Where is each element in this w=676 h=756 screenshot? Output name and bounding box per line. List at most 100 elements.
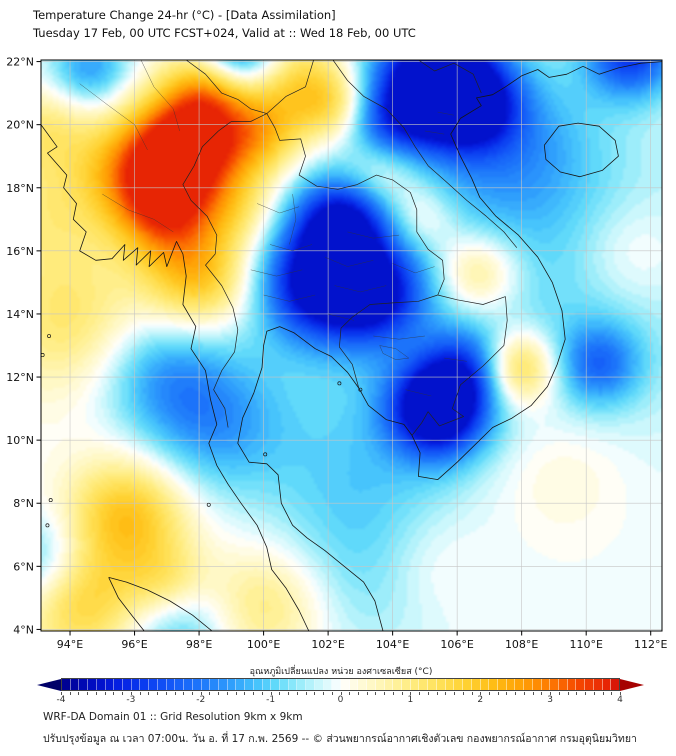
lon-tick-label: 94°E [57,638,83,651]
lat-tick-label: 4°N [13,623,34,636]
colorbar-segment [585,679,594,690]
colorbar-minor-tick [567,692,569,695]
lon-tick-label: 100°E [247,638,280,651]
colorbar-minor-tick [78,692,80,695]
colorbar-minor-tick [357,692,359,695]
colorbar-segment [131,679,141,690]
colorbar-segment [358,679,368,690]
colorbar-segment [524,679,533,690]
colorbar-minor-tick [323,692,325,695]
colorbar-segment [541,679,551,690]
colorbar-segment [532,679,542,690]
colorbar-segment [201,679,211,690]
lon-tick-label: 102°E [311,638,344,651]
colorbar-segment [393,679,403,690]
lat-tick-label: 20°N [6,119,34,132]
colorbar-minor-tick [279,692,281,695]
colorbar-minor-tick [226,692,228,695]
colorbar-minor-tick [550,692,552,695]
colorbar-minor-tick [95,692,97,695]
colorbar-segment [384,679,394,690]
colorbar-minor-tick [209,692,211,695]
colorbar-segment [114,679,124,690]
lat-tick-label: 14°N [6,308,34,321]
colorbar-minor-tick [585,692,587,695]
colorbar-minor-tick [305,692,307,695]
colorbar-ticks [61,692,621,696]
colorbar-segment [471,679,481,690]
colorbar-segment [96,679,106,690]
lon-tick-label: 104°E [376,638,409,651]
colorbar-minor-tick [349,692,351,695]
colorbar-minor-tick [253,692,255,695]
colorbar-segment [314,679,324,690]
colorbar-minor-tick [576,692,578,695]
colorbar-segment [489,679,498,690]
colorbar-segment [253,679,263,690]
colorbar-minor-tick [611,692,613,695]
colorbar-minor-tick [69,692,71,695]
colorbar-segment [279,679,289,690]
colorbar-segment [550,679,559,690]
colorbar-segment [192,679,202,690]
colorbar-minor-tick [157,692,159,695]
colorbar-segment [515,679,525,690]
colorbar-minor-tick [122,692,124,695]
colorbar-minor-tick [261,692,263,695]
colorbar-segment [567,679,577,690]
colorbar-segment [428,679,437,690]
lon-tick-label: 108°E [505,638,538,651]
colorbar-segment [602,679,612,690]
colorbar-minor-tick [270,692,272,695]
colorbar-minor-tick [192,692,194,695]
colorbar-tick-label: 0 [337,695,344,705]
colorbar-segment [558,679,568,690]
colorbar-minor-tick [515,692,517,695]
colorbar-minor-tick [366,692,368,695]
colorbar-minor-tick [620,692,621,695]
lat-tick-label: 6°N [13,560,34,573]
colorbar-segment [262,679,272,690]
colorbar-segment [349,679,359,690]
colorbar-segment [62,679,71,690]
lat-tick-label: 18°N [6,182,34,195]
colorbar-minor-tick [244,692,246,695]
colorbar-minor-tick [139,692,141,695]
page-title: Temperature Change 24-hr (°C) - [Data As… [33,8,336,22]
colorbar-segment [375,679,385,690]
colorbar-segment [166,679,176,690]
colorbar-tick-label: 3 [547,695,553,705]
lat-tick-label: 22°N [6,56,34,69]
colorbar-minor-tick [314,692,316,695]
colorbar-segment [70,679,80,690]
colorbar-minor-tick [454,692,456,695]
colorbar-minor-tick [427,692,429,695]
colorbar-segment [454,679,464,690]
temperature-field-canvas [41,60,662,631]
colorbar-segment [463,679,472,690]
colorbar-left-arrow [37,678,61,691]
colorbar-minor-tick [558,692,560,695]
colorbar-minor-tick [130,692,132,695]
colorbar [37,678,644,691]
colorbar-segment [271,679,280,690]
colorbar-minor-tick [506,692,508,695]
colorbar-segment [297,679,307,690]
colorbar-segment [123,679,132,690]
colorbar-minor-tick [61,692,62,695]
colorbar-minor-tick [331,692,333,695]
lon-tick-label: 110°E [569,638,602,651]
lon-tick-label: 98°E [186,638,212,651]
lat-tick-label: 12°N [6,371,34,384]
colorbar-segment [445,679,455,690]
lat-tick-label: 8°N [13,497,34,510]
lat-tick-label: 10°N [6,434,34,447]
colorbar-tick-label: 4 [617,695,623,705]
colorbar-segment [480,679,490,690]
colorbar-minor-tick [165,692,167,695]
colorbar-segment [218,679,228,690]
colorbar-segment [210,679,219,690]
colorbar-minor-tick [375,692,377,695]
colorbar-tick-labels: -4 -3 -2 -1 0 1 2 3 4 [57,695,623,707]
